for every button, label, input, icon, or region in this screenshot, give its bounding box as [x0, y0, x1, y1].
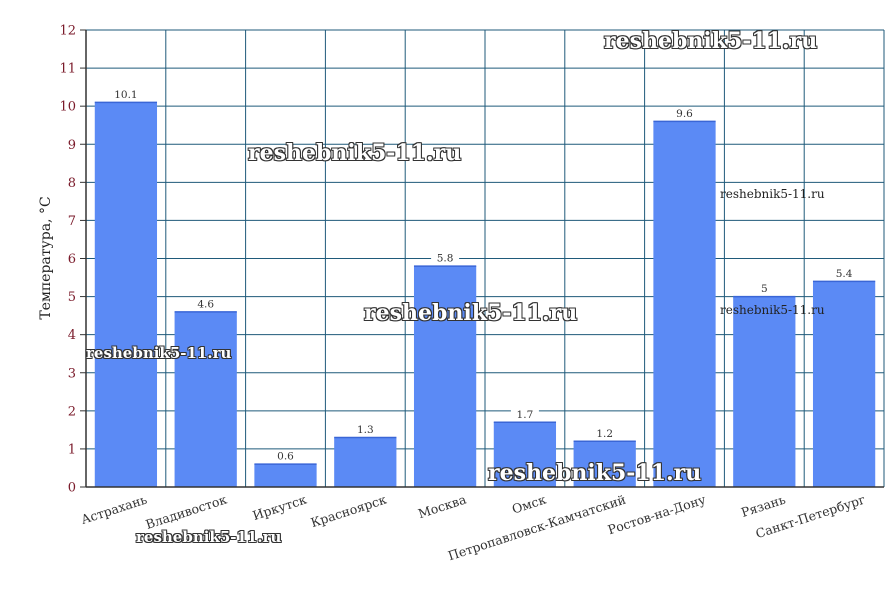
bar	[334, 437, 397, 487]
data-label: 1.3	[357, 424, 374, 436]
y-tick-label: 9	[68, 138, 76, 153]
y-tick-label: 7	[68, 214, 76, 229]
x-category-label: Иркутск	[251, 492, 309, 524]
data-label: 4.6	[197, 298, 214, 310]
data-label-bg	[830, 267, 859, 280]
bar	[174, 311, 237, 487]
y-tick-label: 8	[68, 176, 76, 191]
axes	[80, 29, 884, 488]
bar	[653, 121, 716, 488]
data-label-bg	[191, 297, 220, 310]
data-label-bg	[108, 88, 143, 101]
y-axis-label: Температура, °С	[38, 196, 54, 319]
bar	[254, 464, 317, 487]
data-label-bg	[590, 427, 619, 440]
data-label: 5.8	[437, 253, 454, 265]
x-category-label: Москва	[416, 491, 468, 521]
bars	[94, 101, 876, 488]
y-tick-label: 1	[68, 442, 76, 457]
x-category-label: Красноярск	[309, 492, 389, 531]
y-tick-label: 3	[68, 366, 76, 381]
data-label-bg	[351, 423, 380, 436]
y-tick-label: 12	[59, 24, 76, 39]
data-label: 5.4	[836, 268, 853, 280]
y-tick-label: 2	[68, 404, 76, 419]
bar	[493, 422, 557, 487]
x-category-label: Омск	[510, 492, 548, 517]
bar	[812, 281, 876, 487]
y-tick-label: 10	[59, 100, 76, 115]
y-tick-label: 0	[68, 481, 76, 496]
bar	[733, 296, 796, 487]
bar	[573, 441, 636, 487]
data-label: 9.6	[676, 108, 693, 120]
y-tick-label: 11	[59, 62, 76, 77]
y-tick-label: 5	[68, 290, 76, 305]
data-label-bg	[510, 408, 539, 421]
data-label: 0.6	[277, 451, 294, 463]
bar	[94, 102, 158, 487]
data-label-bg	[271, 450, 300, 463]
data-label: 5	[761, 283, 768, 295]
x-category-label: Владивосток	[144, 492, 229, 532]
data-labels: 10.1 4.6 0.6 1.3 5.8 1.7 1.2 9.6 5 5.4	[108, 88, 859, 463]
data-label-bg	[756, 282, 773, 295]
x-category-label: Астрахань	[79, 492, 149, 527]
data-label: 10.1	[114, 89, 137, 101]
x-category-label: Рязань	[739, 492, 787, 520]
y-tick-label: 6	[68, 252, 76, 267]
data-label: 1.2	[596, 428, 613, 440]
y-tick-label: 4	[68, 328, 76, 343]
data-label: 1.7	[517, 409, 534, 421]
data-label-bg	[431, 252, 460, 265]
data-label-bg	[670, 107, 699, 120]
bar	[413, 266, 477, 487]
